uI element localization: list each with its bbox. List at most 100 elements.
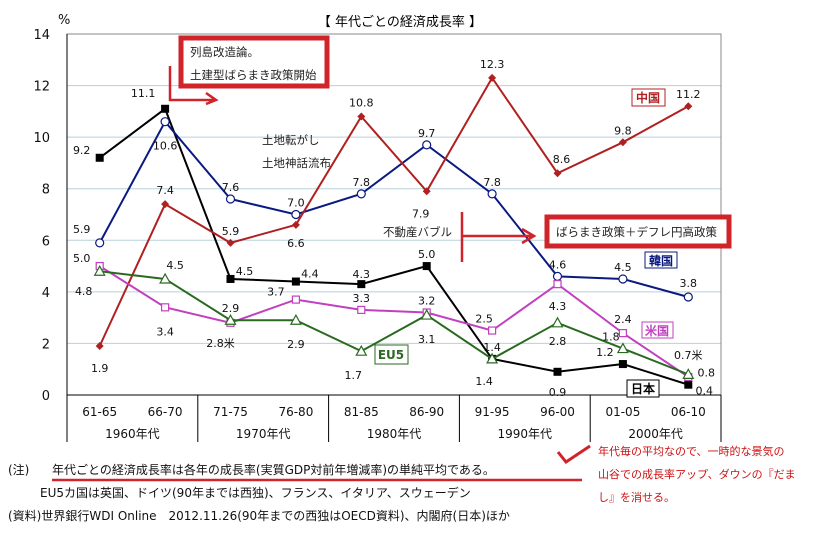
data-point (684, 102, 693, 111)
data-label: 4.5 (236, 265, 254, 278)
data-point (551, 316, 564, 328)
x-tick-label: 76-80 (278, 405, 313, 419)
x-tick-label: 06-10 (671, 405, 706, 419)
data-point (291, 209, 301, 220)
svg-text:EU5: EU5 (378, 348, 404, 362)
data-label: 8.6 (553, 153, 571, 166)
data-label: 5.0 (418, 248, 436, 261)
check-mark (556, 444, 591, 465)
x-tick-label: 91-95 (475, 405, 510, 419)
red-comment-3: し』を消せる。 (598, 490, 675, 504)
legend-korea: 韓国 (644, 251, 678, 269)
data-point (616, 342, 629, 354)
decade-label: 1960年代 (105, 427, 160, 441)
data-label: 9.2 (73, 144, 91, 157)
data-point (487, 189, 497, 199)
legend-china: 中国 (631, 88, 666, 107)
data-label: 10.6 (153, 140, 178, 153)
red-comment-1: 年代毎の平均なので、一時的な景気の (598, 444, 785, 458)
data-point (291, 295, 300, 304)
data-label: 1.9 (91, 362, 109, 375)
arrow-2 (460, 212, 537, 262)
annotation-land-2: 土地神話流布 (262, 156, 331, 170)
data-point (95, 238, 105, 248)
data-label: 2.8米 (206, 337, 235, 350)
series-line-中国 (98, 75, 689, 347)
data-label: 0.4 (696, 385, 714, 398)
data-label: 5.9 (73, 223, 91, 236)
annotation-land-1: 土地転がし (262, 133, 320, 147)
series-line-米国 (99, 265, 689, 378)
decade-label: 1980年代 (367, 427, 422, 441)
data-label: 12.3 (480, 58, 505, 71)
data-point (356, 189, 366, 199)
note-prefix: (注) (8, 462, 29, 477)
data-label: 9.8 (614, 124, 632, 137)
svg-text:ばらまき政策＋デフレ円高政策: ばらまき政策＋デフレ円高政策 (556, 225, 717, 239)
x-tick-label: 71-75 (213, 405, 248, 419)
decade-label: 1970年代 (236, 427, 291, 441)
y-tick-label: 14 (33, 28, 50, 43)
svg-text:米国: 米国 (645, 323, 669, 338)
data-label: 4.8 (75, 285, 93, 298)
data-label: 1.8 (602, 331, 620, 344)
data-label: 10.8 (349, 97, 374, 110)
data-label: 7.4 (156, 184, 174, 197)
data-label: 3.7 (267, 286, 285, 299)
data-label: 2.8 (549, 335, 567, 348)
data-label: 4.5 (166, 259, 184, 272)
data-label: 2.5 (475, 313, 493, 326)
data-point (488, 326, 497, 335)
data-point (552, 271, 563, 281)
y-tick-label: 4 (42, 286, 50, 301)
data-label: 3.8 (680, 277, 698, 290)
data-label: 7.6 (222, 181, 240, 194)
data-point (553, 169, 562, 178)
svg-text:土建型ばらまき政策開始: 土建型ばらまき政策開始 (190, 68, 317, 82)
data-label: 7.0 (287, 197, 305, 210)
arrow-1 (168, 66, 219, 106)
annotation-bubble: 不動産バブル (383, 225, 452, 239)
svg-text:列島改造論。: 列島改造論。 (190, 45, 259, 59)
data-label: 3.4 (156, 325, 174, 338)
data-point (618, 329, 628, 338)
data-label: 5.9 (222, 225, 240, 238)
data-point (160, 117, 170, 127)
source-note: (資料)世界銀行WDI Online 2012.11.26(90年までの西独はO… (8, 508, 510, 523)
data-point (224, 313, 237, 325)
x-tick-label: 86-90 (409, 405, 444, 419)
data-label: 11.1 (131, 87, 156, 100)
svg-text:日本: 日本 (631, 381, 655, 396)
annotation-box-1: 列島改造論。 土建型ばらまき政策開始 (178, 35, 330, 89)
data-label: 2.4 (614, 313, 632, 326)
data-label: 4.6 (549, 258, 567, 271)
data-label: 0.8 (698, 366, 716, 379)
data-point (291, 220, 300, 229)
data-point (95, 153, 104, 162)
data-label: 4.3 (353, 268, 371, 281)
data-point (93, 264, 106, 276)
data-label: 0.9 (549, 386, 567, 399)
y-tick-label: 0 (42, 389, 50, 404)
data-point (357, 112, 366, 121)
eu5-note: EU5カ国は英国、ドイツ(90年までは西独)、フランス、イタリア、スウェーデン (40, 485, 471, 500)
x-tick-label: 66-70 (148, 405, 183, 419)
annotation-box-2: ばらまき政策＋デフレ円高政策 (544, 214, 732, 249)
data-point (159, 272, 172, 284)
data-point (618, 138, 627, 147)
data-point (422, 187, 431, 196)
data-point (553, 280, 562, 289)
data-label: 4.3 (549, 300, 567, 313)
data-label: 3.1 (418, 333, 436, 346)
x-tick-label: 96-00 (540, 405, 575, 419)
data-label: 9.7 (418, 127, 436, 140)
legend-us: 米国 (641, 321, 674, 339)
series-line-EU5 (99, 270, 689, 376)
data-point (226, 274, 235, 283)
data-label: 7.8 (483, 176, 501, 189)
data-point (683, 292, 693, 302)
data-point (355, 344, 368, 356)
x-tick-label: 81-85 (344, 405, 379, 419)
y-tick-label: 10 (33, 131, 50, 146)
y-tick-label: 12 (33, 80, 50, 95)
